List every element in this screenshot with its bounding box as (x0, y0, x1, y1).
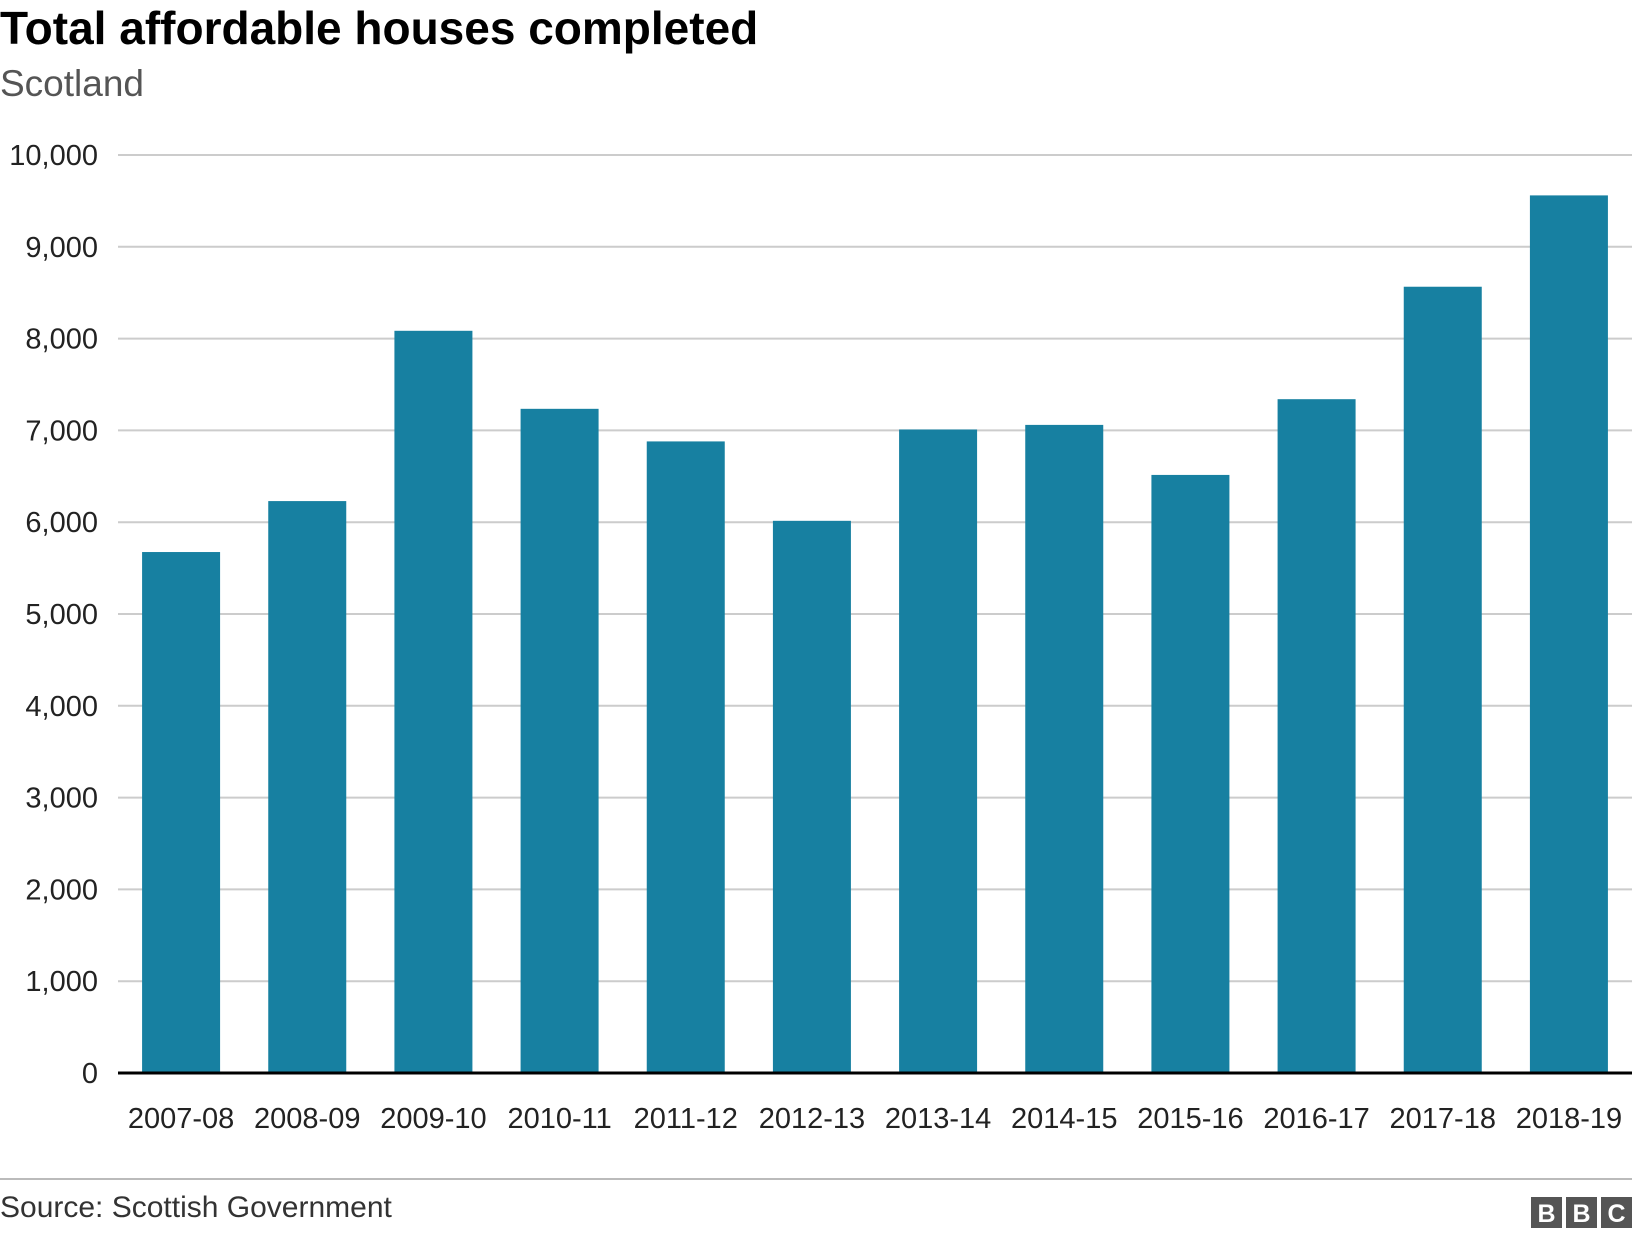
bar (1151, 474, 1230, 1074)
y-tick-label: 5,000 (25, 599, 98, 631)
bar (899, 429, 978, 1073)
bbc-logo-block (1601, 1197, 1632, 1228)
y-tick-label: 10,000 (9, 140, 98, 172)
bar (1529, 195, 1608, 1074)
bar (646, 441, 725, 1073)
chart-subtitle: Scotland (0, 63, 144, 104)
bar (394, 330, 473, 1073)
y-tick-label: 8,000 (25, 324, 98, 356)
x-tick-label: 2013-14 (885, 1103, 991, 1135)
x-axis-tick-labels: 2007-08 2008-09 2009-10 2010-11 2011-12 2012-… (128, 1103, 1622, 1135)
y-tick-label: 0 (82, 1058, 98, 1090)
y-tick-label: 1,000 (25, 966, 98, 998)
x-tick-label: 2009-10 (380, 1103, 486, 1135)
bar (1025, 424, 1104, 1074)
x-tick-label: 2012-13 (759, 1103, 865, 1135)
bbc-logo-block (1531, 1197, 1562, 1228)
x-tick-label: 2015-16 (1137, 1103, 1243, 1135)
bar (1277, 399, 1356, 1073)
x-tick-label: 2018-19 (1516, 1103, 1622, 1135)
source-note: Source: Scottish Government (0, 1191, 393, 1224)
x-tick-label: 2010-11 (507, 1103, 611, 1135)
y-tick-label: 4,000 (25, 691, 98, 723)
bar (520, 408, 599, 1073)
bar (142, 552, 221, 1073)
bar (268, 501, 347, 1073)
gridlines (118, 154, 1632, 983)
bars (142, 195, 1608, 1074)
y-axis-tick-labels: 0 1,000 2,000 3,000 4,000 5,000 6,000 7,000 8,00… (9, 140, 98, 1090)
x-tick-label: 2014-15 (1011, 1103, 1117, 1135)
x-tick-label: 2008-09 (254, 1103, 360, 1135)
y-tick-label: 9,000 (25, 232, 98, 264)
x-tick-label: 2016-17 (1263, 1103, 1369, 1135)
bar (772, 520, 851, 1073)
bbc-logo-letter: B (1572, 1200, 1590, 1228)
x-tick-label: 2011-12 (634, 1103, 738, 1135)
y-tick-label: 7,000 (25, 415, 98, 447)
bar (1403, 286, 1482, 1073)
y-tick-label: 6,000 (25, 507, 98, 539)
y-tick-label: 2,000 (25, 874, 98, 906)
y-tick-label: 3,000 (25, 783, 98, 815)
bbc-logo-block (1566, 1197, 1597, 1228)
chart-title: Total affordable houses completed (0, 2, 758, 54)
bbc-logo-letter: B (1537, 1200, 1555, 1228)
bbc-logo-letter: C (1607, 1200, 1625, 1228)
x-tick-label: 2017-18 (1390, 1103, 1496, 1135)
x-tick-label: 2007-08 (128, 1103, 234, 1135)
